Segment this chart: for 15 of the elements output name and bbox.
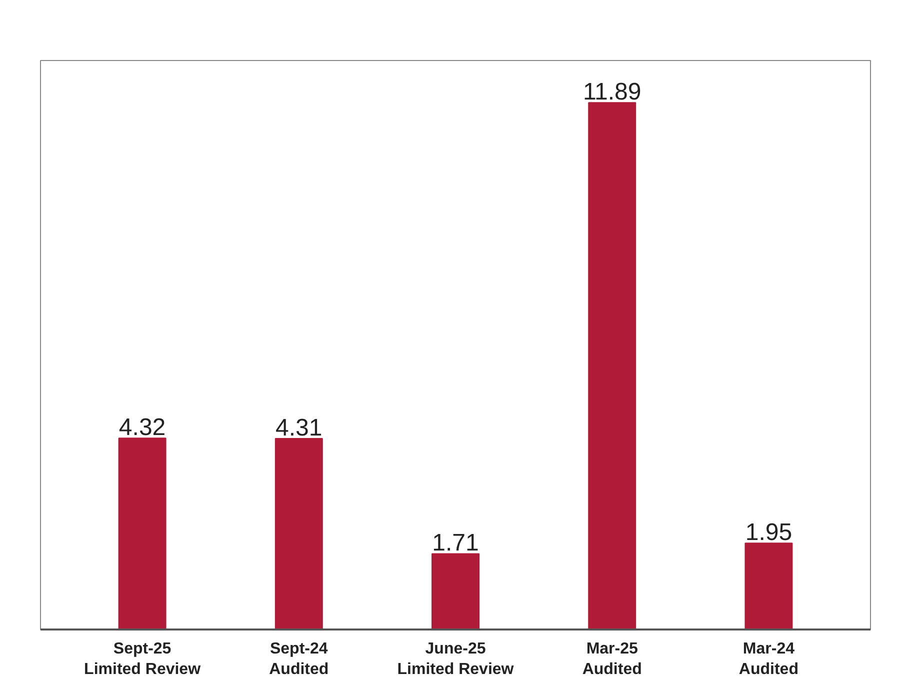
x-tick-label: Mar-24 Audited: [738, 640, 798, 678]
data-label: 11.89: [582, 78, 642, 106]
bar: [274, 438, 323, 630]
bar: [432, 553, 480, 630]
bar: [744, 542, 793, 630]
bar: [588, 102, 636, 630]
data-label: 1.95: [745, 519, 792, 546]
x-tick-label: Mar-25 Audited: [582, 640, 642, 678]
data-label: 4.32: [118, 414, 166, 442]
x-tick-label: Sept-24 Audited: [269, 640, 329, 678]
bar: [118, 438, 166, 630]
data-label: 4.31: [276, 414, 322, 442]
x-tick-label: June-25 Limited Review: [397, 640, 514, 678]
data-label: 1.71: [432, 530, 479, 557]
x-tick-label: Sept-25 Limited Review: [84, 640, 202, 678]
